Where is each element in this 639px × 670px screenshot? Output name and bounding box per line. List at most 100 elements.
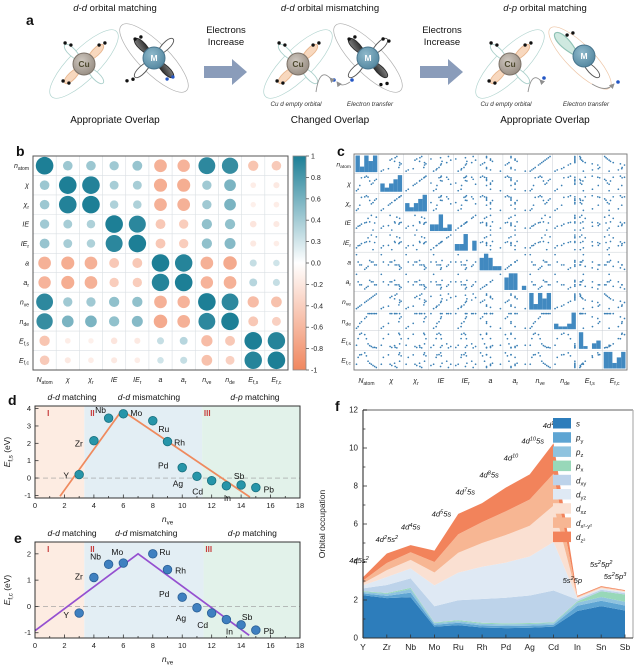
atom-circle [498,52,522,76]
scatter-dot [596,352,599,354]
scatter-dot [567,352,570,354]
scatter-dot [545,312,548,315]
scatter-dot [393,362,396,365]
scatter-dot [489,248,492,251]
scatter-dot [398,195,401,198]
col-label: nve [202,377,211,386]
scatter-dot [603,312,606,315]
corr-bubble [157,357,164,364]
hist-bar [429,224,435,232]
scatter-dot [438,353,440,356]
scatter-dot [380,209,383,212]
atom-label: Cu [292,59,303,69]
atom-circle [572,44,596,68]
electron-dot [165,77,169,81]
scatter-dot [491,297,494,300]
config-annotation: 5s25p2 [590,560,613,569]
scatter-dot [358,264,361,266]
region-numeral: III [204,409,211,418]
hist-bar [483,253,489,271]
scatter-dot [491,199,494,202]
scatter-dot [508,265,510,268]
scatter-dot [591,267,594,269]
scatter-dot [439,268,442,271]
scatter-dot [574,293,576,295]
scatter-dot [556,280,559,283]
scatter-dot [460,184,463,187]
scatter-dot [394,241,397,244]
scatter-dot [445,360,448,363]
hist-bar [578,332,584,349]
scatter-dot [489,296,492,299]
scatter-dot [574,179,576,182]
scatter-dot [603,235,606,238]
corr-bubble [86,160,96,171]
scatter-dot [412,244,415,247]
y-tick: 2 [27,549,31,558]
scatter-dot [489,356,492,359]
scatter-dot [514,295,516,298]
x-category-Sb: Sb [620,642,631,652]
corr-bubble [156,337,165,345]
scatter-dot [445,237,448,239]
scatter-dot [540,195,543,198]
point-label-Rh: Rh [175,566,186,576]
scatter-dot [464,294,467,297]
data-point-Mo [118,558,129,568]
col-label: nve [536,378,545,387]
scatter-dot [510,244,512,247]
scatter-dot [483,285,486,288]
corr-bubble [179,336,188,345]
scatter-dot [598,264,601,266]
scatter-dot [479,164,482,166]
scatter-dot [549,216,551,218]
scatter-dot [375,178,378,181]
corr-bubble [109,200,119,209]
scatter-dot [485,204,488,207]
scatter-dot [609,344,612,347]
scatter-dot [534,320,537,323]
scatter-dot [373,241,376,244]
scatter-dot [439,317,442,320]
scatter-dot [466,344,468,347]
corr-bubble [39,180,50,190]
corr-bubble [128,234,147,253]
data-point-Ag [192,603,202,613]
scatter-dot [504,222,507,224]
scatter-dot [398,301,401,304]
scatter-dot [549,347,551,349]
scatter-dot [491,180,494,182]
col-label: Ef,s [585,378,595,387]
scatter-dot [582,253,585,256]
corr-bubble [63,297,73,307]
scatter-dot [425,240,427,243]
scatter-dot [422,223,425,225]
scatter-dot [439,199,442,202]
corr-bubble [174,254,193,272]
scatter-dot [542,160,545,163]
scatter-dot [584,161,587,164]
scatter-dot [544,312,546,315]
scatter-dot [438,176,440,179]
scatter-dot [441,297,443,300]
scatter-dot [510,366,512,369]
scatter-dot [556,261,559,263]
scatter-dot [514,214,516,217]
electron-dot [353,35,357,39]
x-tick: 14 [237,641,245,650]
scatter-dot [605,199,607,202]
scatter-dot [591,240,594,243]
scatter-dot [574,214,576,217]
scatter-dot [414,234,416,236]
panel-label-a: a [26,12,34,28]
scatter-dot [514,261,516,263]
scatter-dot [470,360,473,363]
scatter-dot [584,265,587,268]
x-tick: 18 [296,501,304,510]
scatter-dot [567,241,570,244]
scatter-dot [464,176,467,179]
point-label-Ag: Ag [173,478,184,488]
scatter-dot [372,295,374,298]
scatter-dot [504,268,507,271]
